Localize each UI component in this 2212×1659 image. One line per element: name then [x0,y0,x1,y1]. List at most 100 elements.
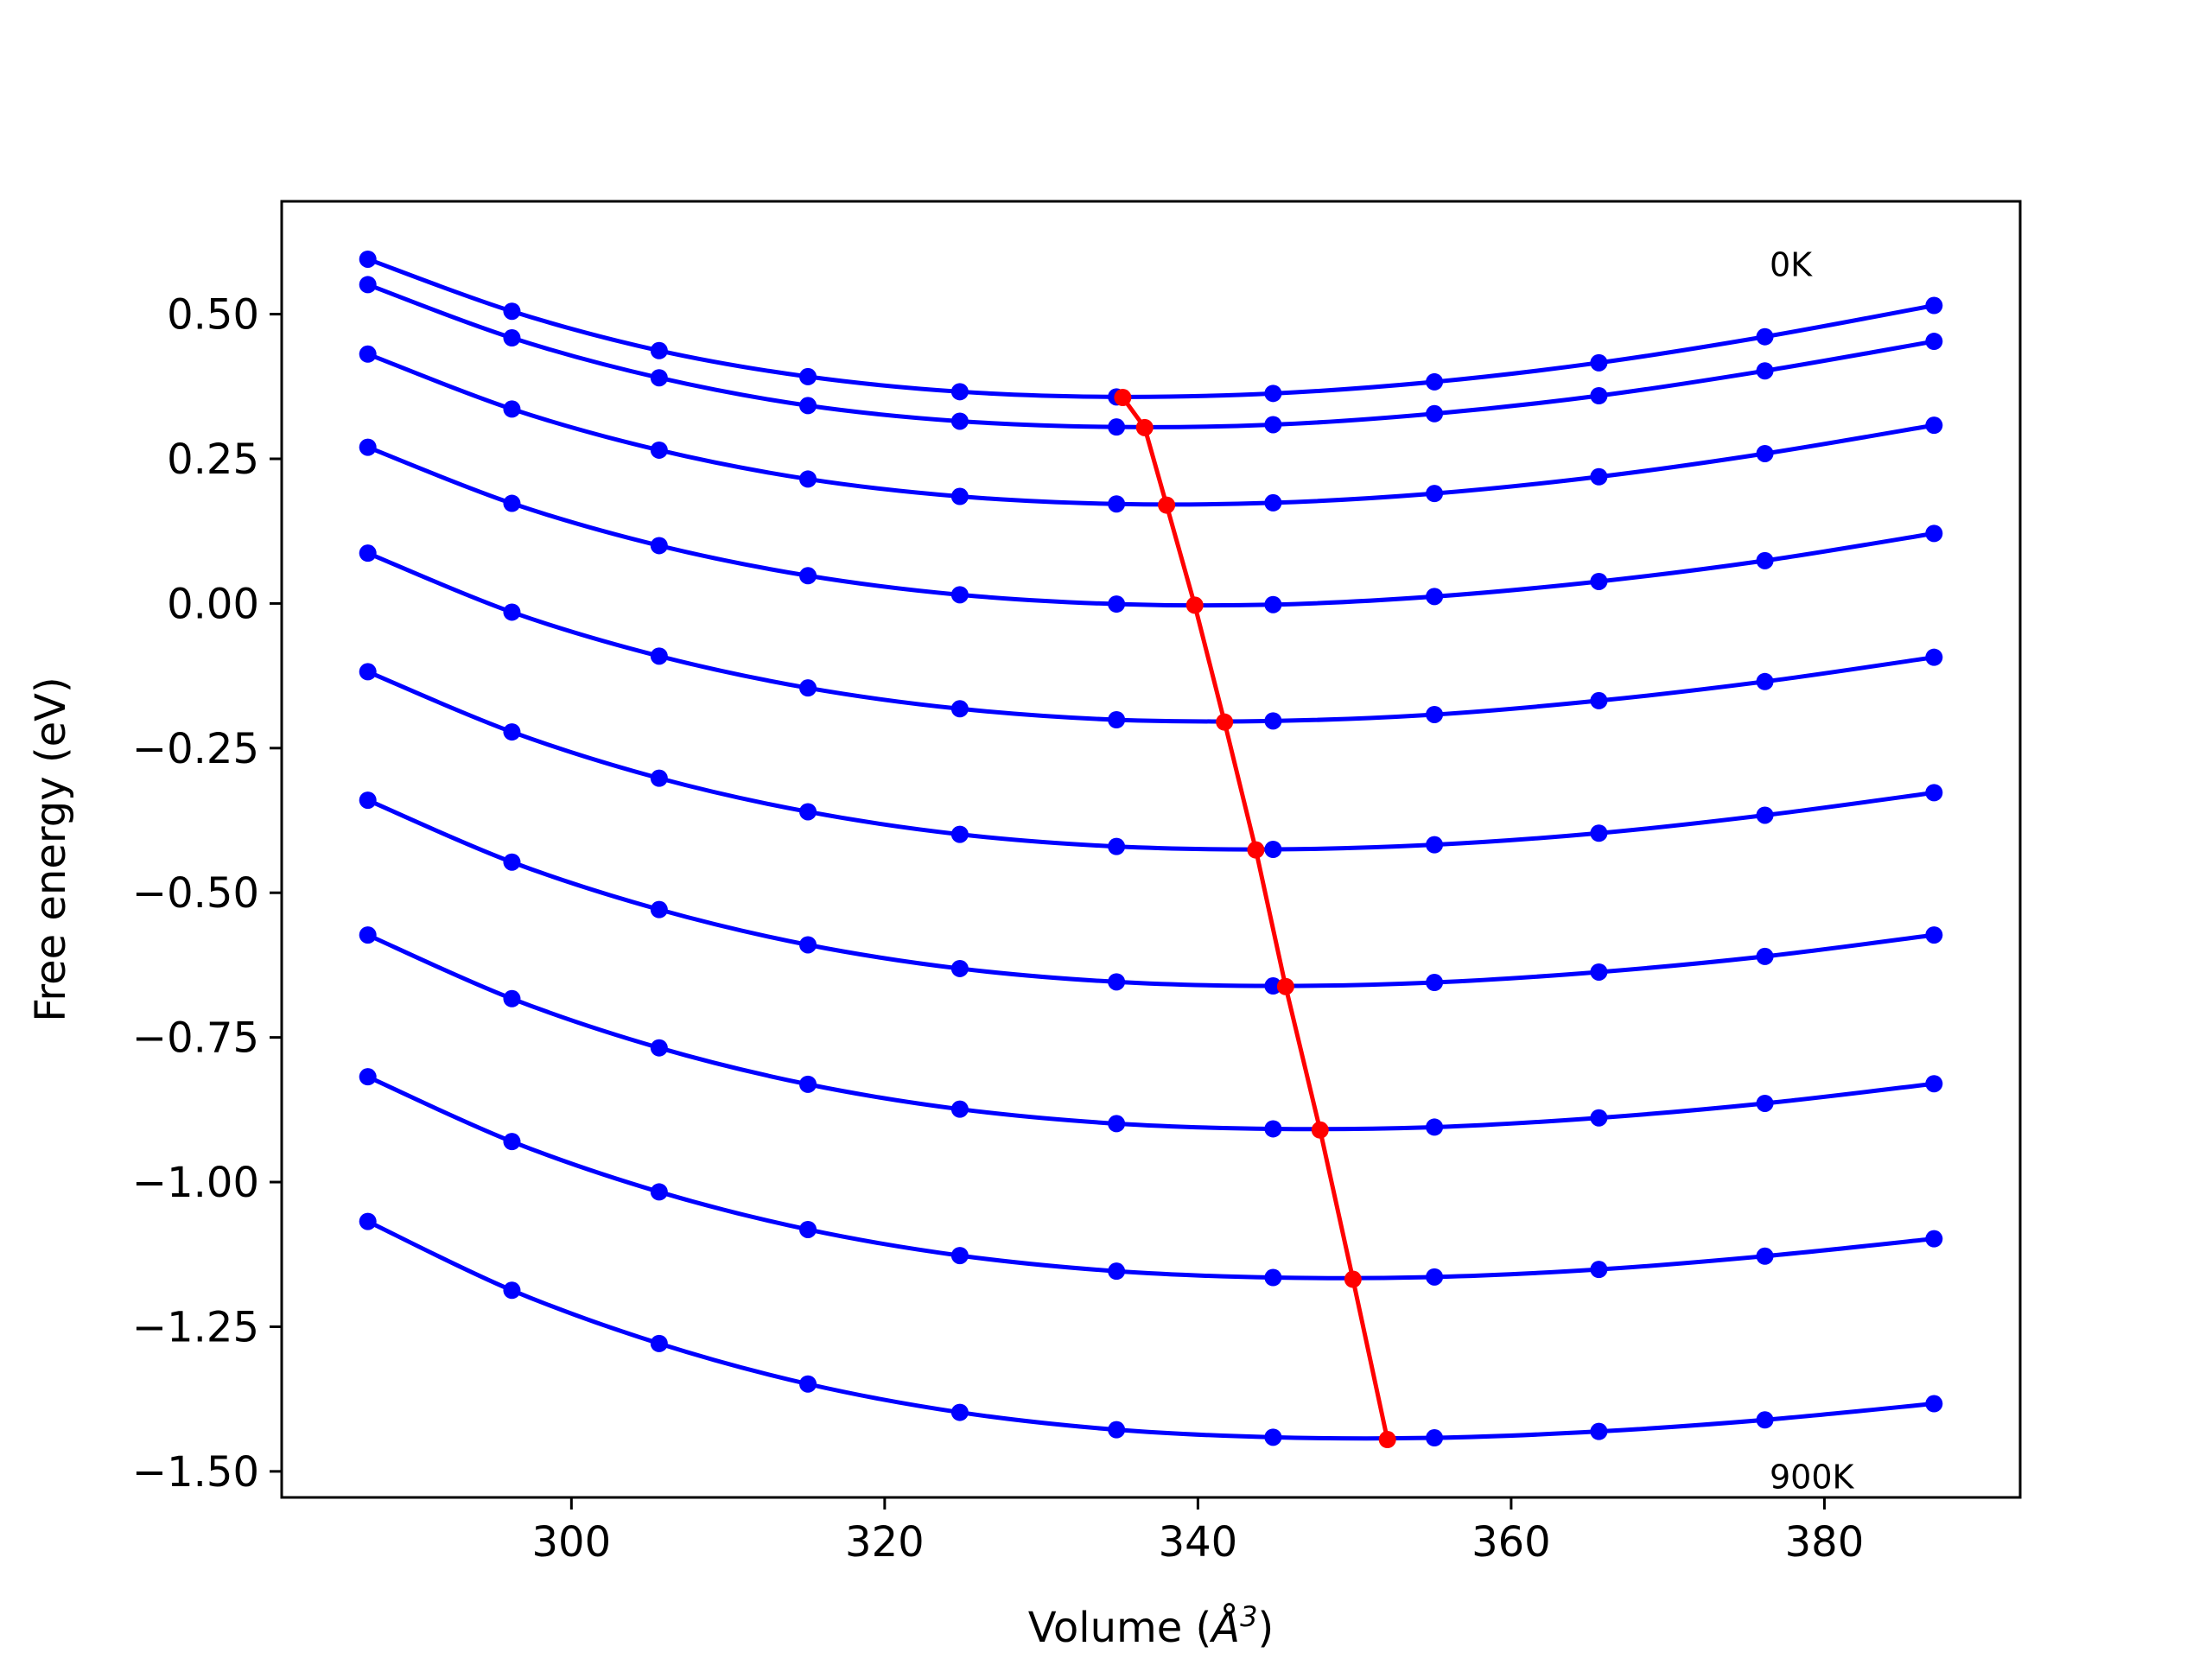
curve-0-point-4 [950,383,969,401]
curve-3-point-7 [1426,588,1444,606]
y-tick-label-0: 0.50 [167,291,259,340]
curve-3-point-3 [799,567,817,585]
curve-5-point-0 [359,663,377,681]
curve-6-point-0 [359,791,377,810]
curve-6-point-1 [503,853,521,871]
curve-4-point-6 [1264,712,1282,730]
curve-4-point-9 [1756,672,1774,690]
temperature-annotation-1: 900K [1770,1459,1855,1497]
x-axis-label-unit: Å [1209,1603,1240,1652]
y-axis: 0.50 0.25 0.00 −0.25 −0.50 −0.75 −1.00 −1.25 −1.… [132,291,282,1497]
curve-1-point-3 [799,397,817,415]
curve-3-point-5 [1108,595,1126,613]
curve-4-point-3 [799,679,817,697]
y-tick-label-6: −1.00 [132,1159,259,1207]
curve-9-point-9 [1756,1411,1774,1429]
curve-7-point-0 [359,926,377,944]
curve-4-point-10 [1925,648,1943,666]
curve-0-point-10 [1925,296,1943,315]
curve-2-point-9 [1756,444,1774,462]
curve-2-point-8 [1590,467,1608,486]
curve-7-point-10 [1925,1075,1943,1093]
curve-4-point-0 [359,544,377,563]
minimum-point-1 [1135,418,1154,436]
curve-0-point-7 [1426,372,1444,391]
curve-2-point-1 [503,400,521,418]
curve-3-point-0 [359,438,377,456]
curve-2-point-7 [1426,485,1444,503]
curve-2-point-2 [650,441,668,459]
minimum-line-layer [1114,389,1396,1449]
curve-5-point-5 [1108,837,1126,855]
curve-1-point-6 [1264,416,1282,434]
curve-5-point-6 [1264,841,1282,858]
curve-4-point-8 [1590,691,1608,709]
minimum-point-2 [1158,496,1176,514]
y-tick-label-2: 0.00 [167,580,259,628]
curve-5-point-1 [503,723,521,741]
curve-9-point-0 [359,1212,377,1230]
curve-1-point-1 [503,329,521,347]
curve-7-point-9 [1756,1094,1774,1112]
curve-7-point-2 [650,1039,668,1057]
curve-8-point-3 [799,1220,817,1238]
curve-0-point-8 [1590,353,1608,372]
curve-3-point-6 [1264,595,1282,613]
curve-5-point-8 [1590,824,1608,842]
curve-9-point-4 [950,1403,969,1421]
curve-8-point-5 [1108,1262,1126,1281]
curve-2-point-3 [799,470,817,488]
minimum-point-0 [1114,389,1132,407]
curve-5-point-3 [799,803,817,821]
curve-0-point-0 [359,250,377,268]
curve-4-point-7 [1426,705,1444,723]
curve-6-point-8 [1590,963,1608,981]
x-tick-label-4: 380 [1785,1518,1865,1567]
curve-3-point-9 [1756,551,1774,569]
curve-1-point-10 [1925,333,1943,351]
curve-6-point-7 [1426,974,1444,992]
curve-5-point-9 [1756,806,1774,824]
curve-0-point-2 [650,341,668,359]
curve-9-point-7 [1426,1429,1444,1447]
y-tick-label-1: 0.25 [167,435,259,484]
curve-3-point-8 [1590,572,1608,590]
curve-8-point-7 [1426,1268,1444,1286]
curve-4-point-5 [1108,711,1126,728]
minimum-point-9 [1378,1431,1396,1449]
x-tick-label-0: 300 [532,1518,612,1567]
minimum-point-5 [1247,841,1265,859]
x-axis-label-sup: 3 [1240,1600,1257,1633]
curve-7-point-3 [799,1075,817,1093]
curve-9-point-5 [1108,1421,1126,1439]
curve-1-point-0 [359,276,377,294]
curve-2-point-0 [359,345,377,363]
x-axis-label: Volume (Å3) [1028,1600,1274,1652]
curve-9-point-1 [503,1281,521,1300]
curves-layer [359,250,1943,1447]
minimum-point-6 [1276,977,1294,995]
curve-2-point-6 [1264,493,1282,512]
x-axis-label-close: ) [1257,1604,1274,1652]
curve-3-point-2 [650,537,668,555]
curve-0-point-3 [799,367,817,385]
curve-2-point-10 [1925,416,1943,435]
curve-1-point-8 [1590,387,1608,404]
curve-2-point-4 [950,487,969,505]
curve-7-point-8 [1590,1109,1608,1127]
curve-8-point-6 [1264,1268,1282,1287]
curve-1-point-9 [1756,362,1774,380]
curve-4-point-2 [650,647,668,665]
curve-9-point-8 [1590,1422,1608,1440]
y-tick-label-4: −0.50 [132,869,259,918]
curve-8-point-2 [650,1183,668,1201]
curve-1-point-2 [650,369,668,387]
curve-6-point-4 [950,959,969,977]
x-tick-label-1: 320 [845,1518,925,1567]
y-tick-label-7: −1.25 [132,1303,259,1351]
curve-8-point-9 [1756,1247,1774,1265]
minimum-point-8 [1344,1270,1362,1288]
curve-1-point-4 [950,412,969,430]
curve-1-point-5 [1108,418,1126,436]
